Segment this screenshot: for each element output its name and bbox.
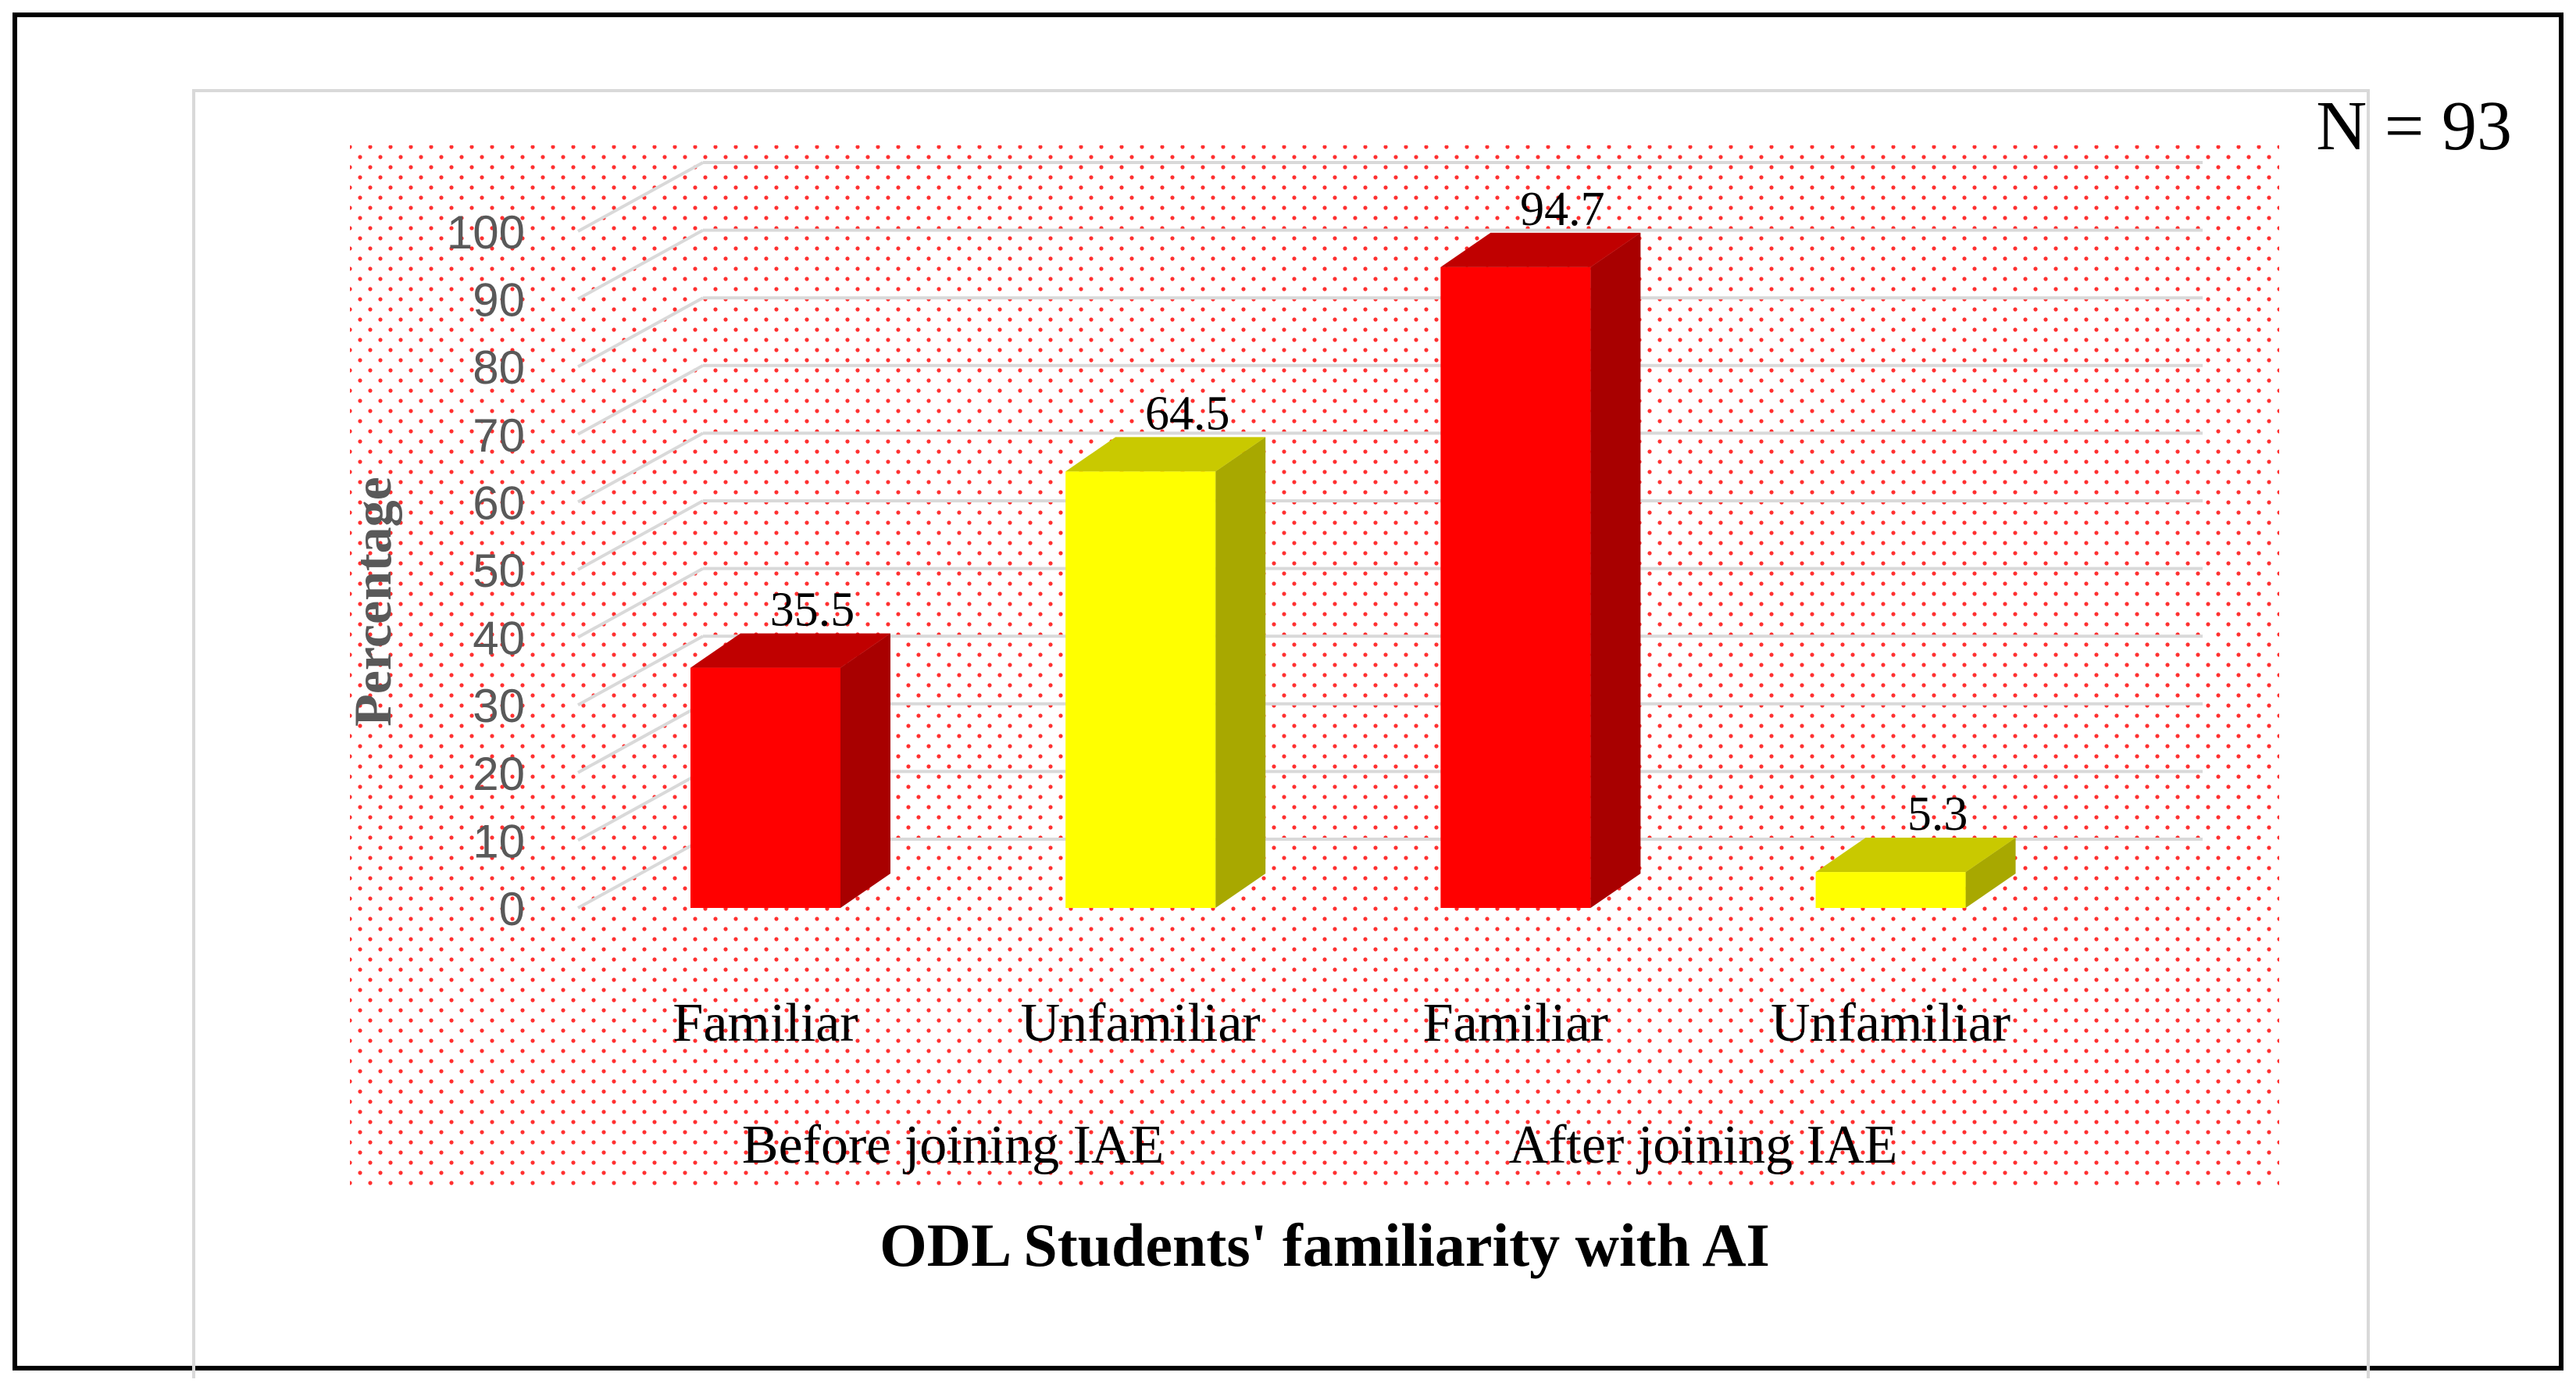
y-tick-label: 90 <box>473 274 525 327</box>
x-tick-label: Familiar <box>1423 993 1608 1053</box>
gridline-diagonal <box>577 431 704 504</box>
x-group-label: After joining IAE <box>1509 1115 1898 1175</box>
y-tick-label: 50 <box>473 545 525 597</box>
gridline-diagonal <box>577 499 704 571</box>
plot-background <box>350 145 2279 1186</box>
gridline-diagonal <box>577 364 704 436</box>
bar-front <box>1440 266 1591 908</box>
bar-front <box>690 667 840 908</box>
gridline-diagonal <box>577 566 704 639</box>
data-label: 94.7 <box>1520 183 1605 236</box>
data-label: 64.5 <box>1145 387 1230 440</box>
y-tick-label: 0 <box>499 883 525 935</box>
y-tick-label: 40 <box>473 613 525 665</box>
gridline-diagonal <box>577 296 704 368</box>
x-tick-label: Unfamiliar <box>1771 993 2010 1053</box>
bar-side <box>1965 838 2016 908</box>
bar-top <box>1815 838 2016 873</box>
y-tick-label: 30 <box>473 680 525 732</box>
gridline-diagonal <box>577 228 704 301</box>
bar <box>1815 838 2016 908</box>
bars <box>690 232 2016 908</box>
data-label: 35.5 <box>770 584 855 637</box>
y-tick-label: 10 <box>473 815 525 867</box>
bar-top <box>690 633 890 668</box>
y-tick-label: 20 <box>473 748 525 800</box>
chart-area-border <box>192 89 2370 1378</box>
y-tick-label: 100 <box>447 206 525 259</box>
y-tick-label: 80 <box>473 341 525 394</box>
y-axis-title: Percentage <box>343 477 402 727</box>
y-axis: 0 10 20 30 40 50 60 70 80 90 100 <box>447 206 525 935</box>
sample-size-annotation: N = 93 <box>2316 88 2512 165</box>
bar-front <box>1815 872 1966 908</box>
x-tick-label: Unfamiliar <box>1021 993 1261 1053</box>
bar-side <box>1590 232 1641 908</box>
bar-top <box>1065 437 1266 472</box>
gridline-diagonal <box>577 161 704 233</box>
x-axis-title: ODL Students' familiarity with AI <box>879 1211 1770 1279</box>
data-labels: 35.5 64.5 94.7 5.3 <box>770 183 1968 841</box>
y-tick-label: 60 <box>473 477 525 529</box>
gridline-diagonal <box>577 838 704 909</box>
x-tick-label: Familiar <box>673 993 858 1053</box>
bar <box>690 633 890 908</box>
gridline-diagonal <box>577 634 704 706</box>
gridline-diagonal <box>577 770 704 842</box>
bar <box>1440 232 1641 908</box>
bar-side <box>840 633 890 908</box>
data-label: 5.3 <box>1907 788 1968 841</box>
bar <box>1065 437 1266 908</box>
gridline-diagonal <box>577 702 704 774</box>
y-tick-label: 70 <box>473 409 525 462</box>
bar-side <box>1215 437 1266 908</box>
bar-front <box>1065 471 1216 908</box>
x-axis: Familiar Unfamiliar Familiar Unfamiliar Befo… <box>673 993 2010 1175</box>
x-group-label: Before joining IAE <box>742 1115 1164 1175</box>
bar-top <box>1440 232 1641 267</box>
